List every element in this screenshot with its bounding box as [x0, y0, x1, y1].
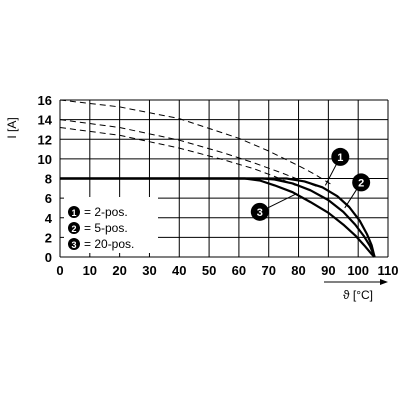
series-lines [59, 99, 376, 258]
y-tick-labels: 0 2 4 6 8 10 12 14 16 [38, 93, 53, 265]
series-line-4-dashed [59, 99, 332, 185]
legend-marker-2-label: 2 [71, 224, 76, 234]
callout-marker-2 [352, 173, 371, 192]
legend-item-5-pos: 2 = 5-pos. [68, 221, 128, 235]
callout-marker-3-label: 3 [257, 207, 263, 219]
x-tick-label: 100 [347, 263, 369, 278]
legend-marker-1 [68, 206, 80, 218]
legend-marker-1-label: 1 [71, 208, 76, 218]
y-tick-label: 8 [45, 172, 52, 187]
y-tick-label: 16 [38, 93, 52, 108]
y-tick-label: 10 [38, 152, 52, 167]
x-tick-label: 70 [261, 263, 275, 278]
y-tick-label: 0 [45, 250, 52, 265]
x-axis-label-group: ϑ [°C] [324, 279, 388, 302]
y-axis-label-group: I [A] [5, 117, 19, 138]
x-tick-label: 50 [202, 263, 216, 278]
series-line-6-dashed [59, 127, 296, 186]
callout-marker-1 [331, 147, 350, 166]
y-tick-label: 14 [38, 113, 53, 128]
series-line-5-dashed [59, 119, 317, 187]
legend-label-5-pos: = 5-pos. [84, 221, 128, 235]
y-tick-label: 2 [45, 230, 52, 245]
series-line-2 [60, 177, 376, 258]
legend-item-20-pos: 3 = 20-pos. [68, 237, 134, 251]
x-tick-label: 10 [83, 263, 97, 278]
x-tick-label: 80 [291, 263, 305, 278]
x-axis-arrow-head [380, 279, 388, 285]
callout-marker-2-label: 2 [358, 177, 364, 189]
x-tick-label: 110 [378, 263, 399, 278]
callout-marker-1-label: 1 [337, 152, 343, 164]
x-tick-label: 0 [56, 263, 63, 278]
x-tick-label: 20 [112, 263, 126, 278]
callouts: 1 2 3 [250, 147, 371, 221]
x-tick-label: 90 [321, 263, 335, 278]
callout-marker-3 [250, 202, 269, 221]
legend-marker-3-label: 3 [71, 240, 76, 250]
y-axis-label: I [A] [5, 117, 19, 138]
series-line-1 [60, 177, 376, 258]
x-axis-label: ϑ [°C] [343, 288, 373, 302]
y-tick-label: 4 [45, 211, 53, 226]
legend-item-2-pos: 1 = 2-pos. [68, 205, 128, 219]
legend-label-2-pos: = 2-pos. [84, 205, 128, 219]
y-tick-label: 12 [38, 132, 52, 147]
legend-marker-2 [68, 222, 80, 234]
x-tick-labels: 0 10 20 30 40 50 60 70 80 90 100 110 [56, 263, 398, 278]
series-line-3 [60, 177, 376, 258]
legend: 1 = 2-pos. 2 = 5-pos. 3 = 20-pos. [64, 197, 158, 253]
x-tick-label: 30 [142, 263, 156, 278]
y-tick-label: 6 [45, 191, 52, 206]
legend-marker-3 [68, 238, 80, 250]
x-tick-label: 40 [172, 263, 186, 278]
x-tick-label: 60 [232, 263, 246, 278]
legend-label-20-pos: = 20-pos. [84, 237, 134, 251]
